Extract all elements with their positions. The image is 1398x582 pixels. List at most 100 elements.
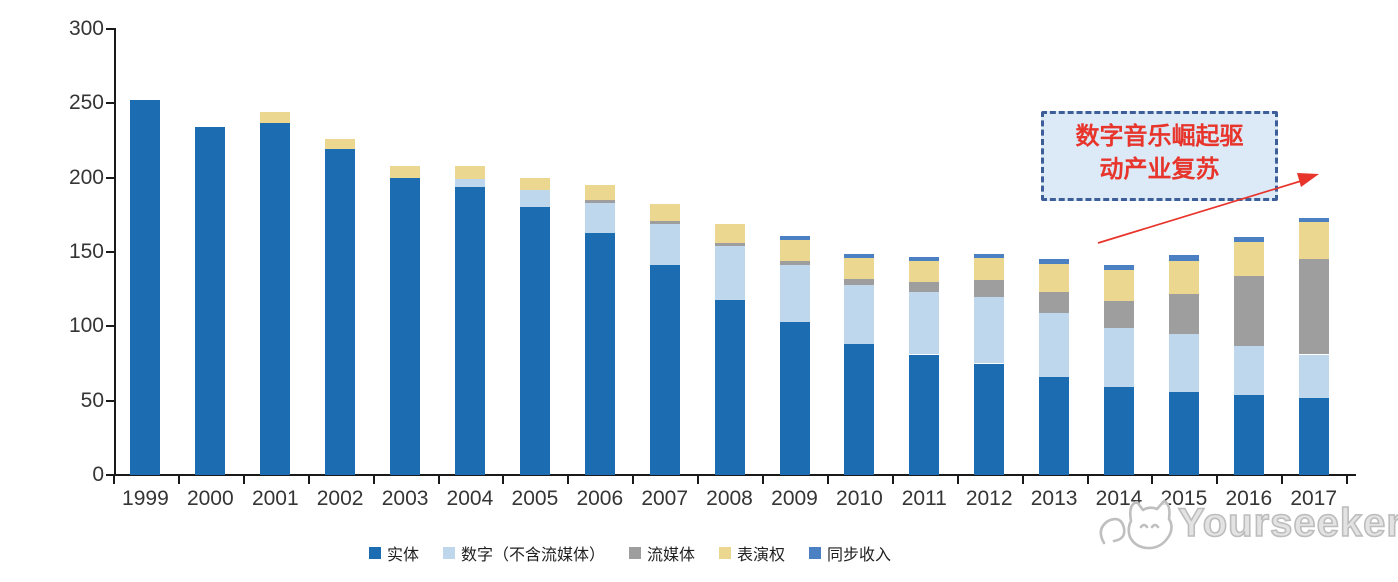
bar-segment [1039, 292, 1070, 313]
x-axis-label: 2016 [1225, 487, 1273, 510]
y-axis-tick [106, 474, 114, 476]
x-axis-tick [307, 476, 310, 484]
y-axis-label: 150 [68, 240, 104, 263]
legend-swatch-icon [719, 547, 731, 559]
bar-segment [584, 200, 615, 203]
y-axis-label: 300 [68, 17, 104, 40]
x-axis-label: 2014 [1095, 487, 1143, 510]
bar-segment [325, 139, 356, 150]
x-axis-tick [826, 476, 829, 484]
x-axis-label: 2010 [836, 487, 883, 510]
bar-segment [390, 165, 421, 178]
legend-label: 流媒体 [646, 547, 695, 564]
legend-swatch-icon [809, 547, 822, 559]
legend-item: 表演权 [719, 541, 785, 565]
bar-segment [1104, 301, 1134, 328]
bar-segment [779, 260, 810, 266]
y-axis-tick [106, 325, 114, 328]
y-axis-tick [106, 176, 114, 179]
bar-segment [779, 321, 810, 475]
legend-swatch-icon [368, 547, 381, 559]
bar-segment [1168, 333, 1199, 392]
y-axis-label: 100 [68, 314, 104, 338]
bar-segment [1298, 354, 1329, 398]
y-axis-tick [106, 399, 114, 402]
x-axis-label: 2006 [576, 487, 624, 510]
x-axis-label: 2001 [251, 487, 299, 510]
bar-segment [974, 280, 1005, 297]
bar-segment [1104, 269, 1134, 301]
bar-segment [1104, 327, 1134, 388]
bar-segment [974, 257, 1005, 281]
legend-item: 实体 [368, 541, 419, 565]
bar-segment [779, 265, 810, 322]
y-axis-tick [106, 102, 114, 105]
bar-segment [260, 112, 291, 123]
bar-segment [779, 240, 810, 261]
x-axis-label: 1999 [122, 487, 169, 510]
bar-segment [1039, 313, 1070, 377]
x-axis-tick [242, 476, 245, 484]
x-axis-tick [502, 476, 505, 484]
legend-item: 数字（不含流媒体） [442, 541, 605, 565]
bar-segment [1039, 263, 1070, 293]
x-axis-tick [762, 476, 764, 484]
bar-segment [1104, 387, 1134, 475]
x-axis-tick [1151, 476, 1154, 484]
bar-segment [1104, 265, 1134, 270]
bar-segment [714, 223, 745, 244]
bar-segment [909, 260, 940, 282]
legend-label: 实体 [386, 547, 419, 564]
bar-segment [1298, 259, 1329, 355]
legend-label: 表演权 [737, 547, 786, 564]
bar-segment [714, 243, 745, 247]
annotation-text-line2: 动产业复苏 [1099, 156, 1220, 183]
bar-segment [909, 354, 940, 475]
y-axis-label: 250 [68, 91, 104, 115]
x-axis-tick [113, 476, 115, 484]
annotation-arrow-head [1297, 173, 1319, 187]
x-axis-label: 2004 [446, 487, 494, 510]
bar-segment [1039, 259, 1070, 264]
legend-label: 数字（不含流媒体） [460, 547, 605, 564]
legend-label: 同步收入 [827, 547, 892, 564]
cat-eye-right [1150, 523, 1160, 529]
bar-segment [649, 265, 680, 475]
bar-segment [584, 232, 615, 475]
x-axis-tick [1346, 476, 1349, 484]
legend-item: 流媒体 [628, 541, 695, 565]
x-axis-tick [1021, 476, 1024, 484]
x-axis-label: 2003 [381, 487, 429, 510]
bar-segment [844, 284, 875, 345]
bar-segment [844, 257, 875, 279]
bar-segment [454, 165, 485, 180]
bar-segment [1298, 222, 1329, 260]
x-axis-tick [372, 476, 375, 484]
bar-segment [1168, 260, 1199, 294]
bar-segment [584, 185, 615, 200]
bar-segment [584, 202, 615, 233]
bar-segment [260, 122, 291, 475]
y-axis-tick [106, 251, 114, 253]
bar-segment [714, 246, 745, 300]
x-axis-line [113, 474, 1356, 476]
annotation-callout: 数字音乐崛起驱 动产业复苏 [1041, 111, 1278, 201]
bar-segment [1233, 237, 1264, 242]
bar-segment [519, 207, 550, 475]
x-axis-tick [1216, 476, 1219, 484]
y-axis-label: 0 [92, 463, 104, 486]
x-axis-tick [891, 476, 894, 484]
bar-segment [519, 189, 550, 208]
x-axis-label: 2009 [771, 487, 818, 510]
bar-segment [649, 223, 680, 266]
x-axis-label: 2008 [706, 487, 753, 510]
cat-tail-curl [1099, 517, 1126, 545]
bar-segment [909, 281, 940, 293]
y-axis-label: 50 [80, 388, 104, 412]
bar-segment [909, 292, 940, 355]
legend-swatch-icon [442, 547, 455, 559]
bar-segment [844, 344, 875, 475]
bar-segment [1233, 275, 1264, 346]
y-axis-line [114, 28, 116, 476]
